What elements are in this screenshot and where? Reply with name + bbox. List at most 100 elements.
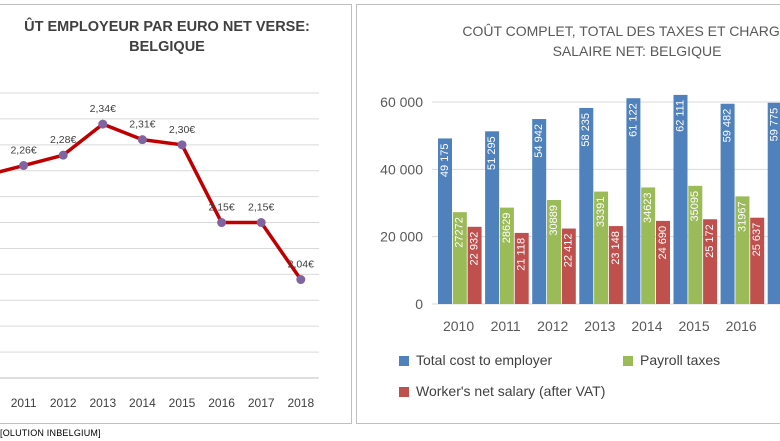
bar-2011-series-0 [485,131,500,304]
chart-panel-cost-per-euro: ÛT EMPLOYEUR PAR EURO NET VERSE: BELGIQU… [0,4,352,424]
bar-2011-series-2 [514,232,529,304]
line-point-2013 [98,119,108,129]
data-label-2011: 2,26€ [10,145,36,157]
bar-2010-series-2 [467,226,482,304]
bar-2016-series-2 [750,217,765,304]
data-label-2014: 2,31€ [129,119,155,131]
bar-2015-series-2 [703,219,718,304]
bar-label-2010-series-1: 27272 [454,217,466,248]
bar-2012-series-2 [561,228,576,304]
legend-label-total-cost: Total cost to employer [416,352,553,368]
x-tick-label-2011: 2011 [491,318,521,334]
bar-2014-series-0 [626,98,641,305]
data-label-2015: 2,30€ [169,124,195,136]
data-label-2017: 2,15€ [248,202,274,214]
bar-label-2010-series-2: 22 932 [469,232,481,266]
bar-2012-series-0 [532,119,547,305]
data-label-2016: 2,15€ [208,202,234,214]
bar-2013-series-1 [594,191,609,304]
legend-label-net-salary: Worker's net salary (after VAT) [416,383,606,399]
bar-2014-series-2 [656,220,670,304]
bar-2015-series-0 [673,94,688,304]
source-caption: [OLUTION INBELGIUM] [0,428,101,438]
bar-label-2012-series-0: 54 942 [533,124,545,158]
bar-label-2014-series-2: 24 690 [657,226,669,260]
bar-2011-series-1 [499,207,514,304]
data-label-2013: 2,34€ [90,103,116,115]
left-title-line-2: BELGIQUE [129,39,205,55]
legend-item-payroll-taxes: Payroll taxes [623,351,720,369]
bar-2013-series-2 [608,226,623,304]
bar-2016-series-1 [735,196,750,304]
bar-label-2016-series-2: 25 637 [751,223,763,257]
y-tick-label: 40 000 [380,161,423,177]
bar-label-2017-series-0: 59 775 [769,108,780,142]
left-chart-title: ÛT EMPLOYEUR PAR EURO NET VERSE: BELGIQU… [0,17,343,57]
chart-panel-total-cost: COÛT COMPLET, TOTAL DES TAXES ET CHARGES… [356,4,780,424]
bar-chart-plot: 0 20 000 40 000 60 000 49 175 27272 22 932 2010… [380,94,780,334]
bar-2014-series-1 [641,187,656,304]
y-tick-label: 20 000 [380,229,423,245]
x-tick-label-2015: 2015 [678,318,709,334]
bar-label-2014-series-0: 61 122 [627,103,639,137]
x-tick-label-2012: 2012 [537,318,568,334]
line-point-2011 [19,161,29,171]
bar-label-2013-series-2: 23 148 [610,231,622,265]
bar-label-2016-series-0: 59 482 [722,109,734,143]
line-point-2012 [58,150,68,160]
bar-label-2015-series-1: 35095 [689,191,701,222]
bar-2013-series-0 [579,107,594,304]
right-title-line-2: SALAIRE NET: BELGIQUE [552,43,722,59]
x-tick-label-2014: 2014 [129,396,156,410]
line-point-2014 [137,135,147,145]
bar-2012-series-1 [547,200,561,304]
x-tick-label-2011: 2011 [11,396,37,410]
x-tick-label-2013: 2013 [584,318,615,334]
y-tick-label: 0 [415,296,423,312]
bar-2010-series-1 [452,212,467,304]
x-tick-label-2012: 2012 [50,396,77,410]
legend-swatch-total-cost [399,356,409,366]
bar-label-2015-series-0: 62 111 [674,100,686,132]
x-tick-label-2014: 2014 [631,318,662,334]
data-label-2018: 2,04€ [288,259,314,271]
right-chart-title: COÛT COMPLET, TOTAL DES TAXES ET CHARGES… [357,21,780,61]
x-tick-label-2018: 2018 [287,396,314,410]
x-tick-label-2013: 2013 [89,396,116,410]
x-tick-label-2017: 2017 [248,396,275,410]
x-tick-label-2010: 2010 [443,318,474,334]
right-title-line-1: COÛT COMPLET, TOTAL DES TAXES ET CHARGES… [462,23,780,39]
line-chart-plot: 2,26€ 2011 2,28€ 2012 2,34€ 2013 2,31€ 2014 2,30… [0,92,319,410]
bar-label-2012-series-2: 22 412 [563,234,575,268]
legend-item-net-salary: Worker's net salary (after VAT) [399,382,605,400]
bar-label-2014-series-1: 34623 [642,192,654,223]
bar-2017-series-0 [767,102,780,304]
legend-label-payroll-taxes: Payroll taxes [640,352,721,368]
x-tick-label-2016: 2016 [208,396,235,410]
bar-label-2010-series-0: 49 175 [439,143,451,177]
line-point-2017 [256,218,266,228]
bar-chart-legend: Total cost to employer Payroll taxes Wor… [357,5,780,423]
bar-2016-series-0 [720,103,735,305]
y-tick-label: 60 000 [380,94,423,110]
bar-label-2011-series-2: 21 118 [516,238,528,271]
bar-2015-series-1 [688,185,703,304]
line-point-2018 [296,275,306,285]
legend-swatch-net-salary [399,387,409,397]
x-tick-label-2015: 2015 [169,396,196,410]
bar-label-2015-series-2: 25 172 [704,224,716,258]
legend-swatch-payroll-taxes [623,356,633,366]
bar-label-2013-series-0: 58 235 [580,113,592,147]
legend-item-total-cost: Total cost to employer [399,351,552,369]
bar-2010-series-0 [438,138,452,304]
line-point-2016 [217,218,227,228]
bar-label-2011-series-0: 51 295 [486,136,498,170]
data-label-2012: 2,28€ [50,134,76,146]
line-point-2015 [177,140,187,150]
bar-label-2016-series-1: 31967 [736,201,748,232]
left-title-line-1: ÛT EMPLOYEUR PAR EURO NET VERSE: [24,19,310,35]
bar-label-2012-series-1: 30889 [548,205,560,236]
bar-label-2011-series-1: 28629 [501,213,513,244]
bar-label-2013-series-1: 33391 [595,197,607,228]
x-tick-label-2016: 2016 [726,318,757,334]
